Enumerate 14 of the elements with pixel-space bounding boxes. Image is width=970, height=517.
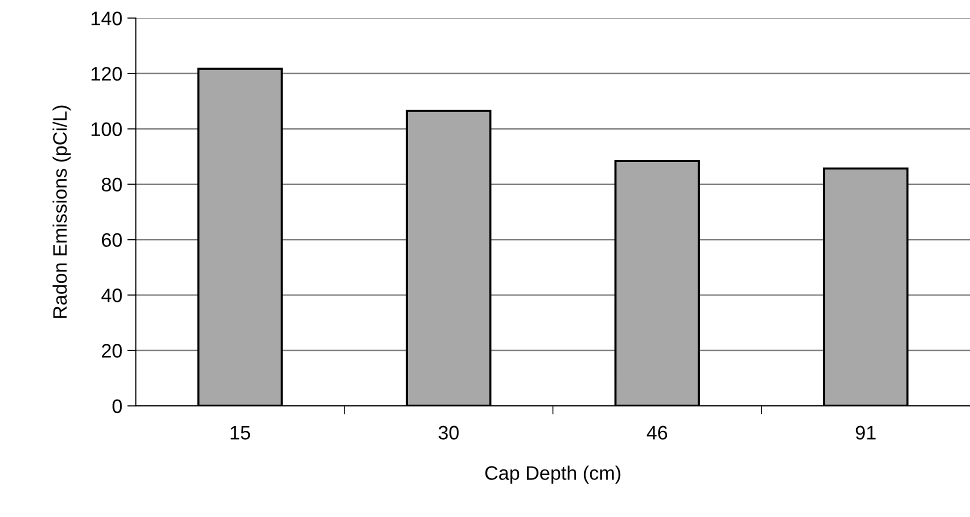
- y-tick-label: 60: [102, 233, 122, 247]
- x-tick-label: 46: [646, 426, 668, 440]
- y-tick-label: 120: [92, 66, 122, 81]
- y-axis-title: Radon Emissions (pCi/L): [52, 106, 71, 318]
- x-tick-label: 15: [230, 426, 250, 440]
- x-tick-label: 30: [438, 426, 459, 440]
- y-tick-label: 80: [102, 178, 122, 192]
- y-tick-label: 100: [92, 122, 122, 136]
- y-tick-label: 20: [102, 344, 122, 358]
- y-tick-label: 40: [101, 288, 122, 302]
- y-tick-label: 140: [92, 12, 122, 26]
- y-tick-label: 0: [112, 399, 122, 414]
- x-axis-title: Cap Depth (cm): [485, 466, 620, 484]
- x-tick-label: 91: [856, 426, 876, 440]
